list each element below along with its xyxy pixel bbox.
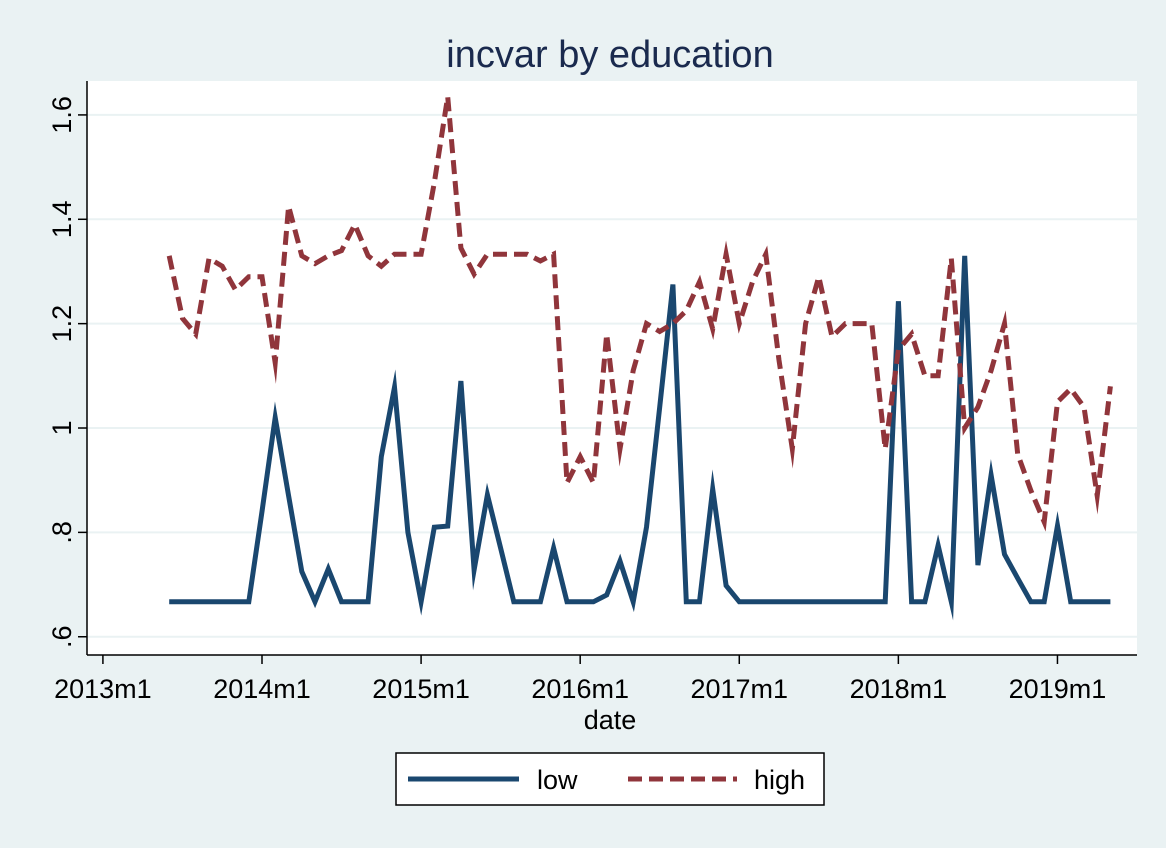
x-tick-label-5: 2018m1 [850, 674, 948, 704]
x-axis-title: date [584, 705, 637, 735]
x-tick-label-0: 2013m1 [54, 674, 152, 704]
x-axis: 2013m1 2014m1 2015m1 2016m1 2017m1 2018m1 2019… [54, 654, 1137, 704]
y-tick-label-5: 1.6 [47, 96, 77, 134]
x-tick-label-6: 2019m1 [1009, 674, 1107, 704]
series-layer [166, 75, 1113, 621]
series-line-low [169, 255, 1111, 621]
y-tick-label-0: .6 [47, 625, 77, 648]
gridlines [87, 113, 1137, 638]
x-tick-label-3: 2016m1 [531, 674, 629, 704]
y-tick-label-1: .8 [47, 521, 77, 544]
y-axis: .6 .8 1 1.2 1.4 1.6 [47, 81, 88, 655]
y-tick-label-3: 1.2 [47, 305, 77, 343]
y-tick-label-2: 1 [47, 420, 77, 435]
legend: low high [395, 752, 825, 806]
x-tick-label-2: 2015m1 [372, 674, 470, 704]
x-tick-label-1: 2014m1 [213, 674, 311, 704]
legend-label-high: high [754, 765, 805, 795]
y-tick-label-4: 1.4 [47, 201, 77, 239]
legend-label-low: low [537, 765, 578, 795]
series-line-high [166, 75, 1113, 532]
x-tick-label-4: 2017m1 [690, 674, 788, 704]
chart-title: incvar by education [446, 34, 773, 76]
